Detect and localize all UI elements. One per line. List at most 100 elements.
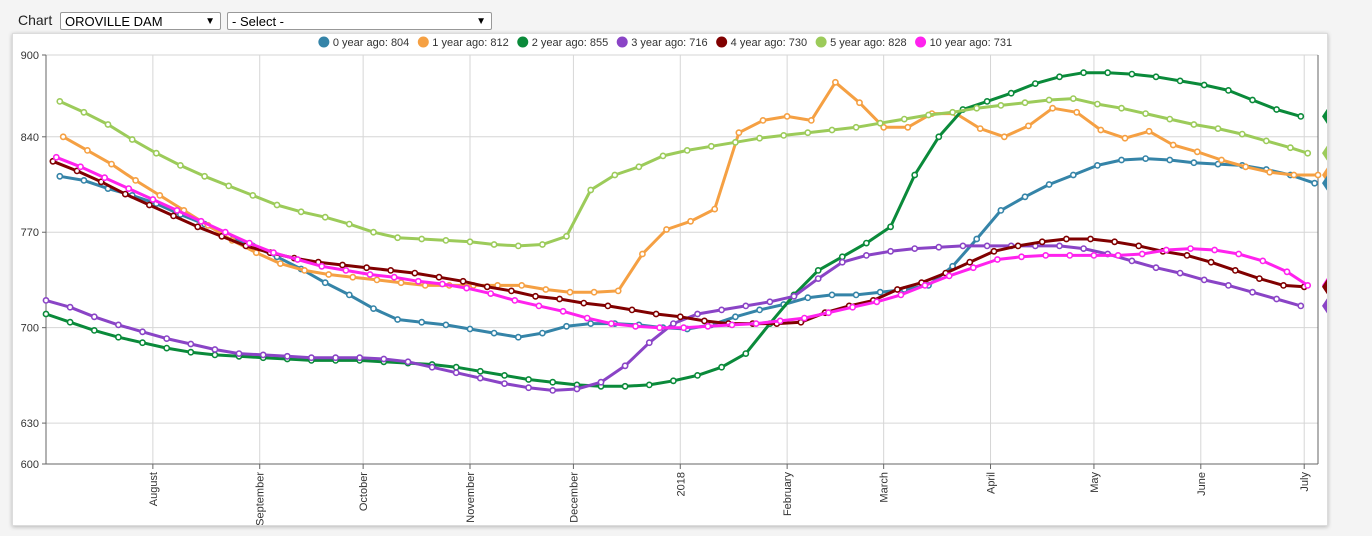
- data-point: [1225, 87, 1232, 94]
- data-point: [732, 313, 739, 321]
- data-point: [1183, 251, 1191, 259]
- data-point: [1166, 156, 1174, 164]
- data-point: [535, 302, 543, 310]
- data-point: [356, 354, 364, 362]
- data-point: [373, 276, 381, 284]
- data-point: [1218, 156, 1225, 164]
- data-point: [921, 281, 929, 289]
- data-point: [1256, 275, 1263, 282]
- legend-label: 10 year ago: 731: [930, 37, 1013, 49]
- data-point: [563, 232, 570, 240]
- data-point: [645, 381, 653, 389]
- data-point: [1176, 77, 1184, 85]
- data-point: [814, 266, 822, 274]
- data-point: [759, 117, 767, 124]
- data-point: [683, 147, 691, 154]
- data-point: [1056, 242, 1063, 250]
- data-point: [466, 325, 474, 333]
- data-point: [366, 271, 374, 278]
- data-point: [1225, 281, 1232, 289]
- data-point: [59, 133, 67, 141]
- data-point: [318, 262, 326, 270]
- y-tick-label: 630: [21, 418, 39, 430]
- value-badge: 828: [1322, 145, 1327, 161]
- data-point: [887, 247, 894, 255]
- data-point: [1287, 144, 1294, 152]
- data-point: [973, 235, 981, 243]
- data-point: [1297, 302, 1305, 310]
- data-point: [604, 302, 612, 310]
- data-point: [397, 279, 405, 287]
- data-point: [56, 98, 64, 105]
- data-point: [628, 306, 636, 314]
- data-point: [84, 147, 91, 154]
- data-point: [807, 117, 815, 124]
- data-point: [345, 220, 353, 228]
- data-point: [1176, 269, 1184, 277]
- data-point: [90, 313, 98, 321]
- metric-select[interactable]: - Select - ▼: [227, 12, 492, 30]
- x-tick-label: September: [255, 472, 267, 525]
- data-point: [418, 318, 426, 326]
- data-point: [1080, 245, 1087, 252]
- data-point: [104, 121, 112, 128]
- data-point: [935, 133, 943, 141]
- y-tick-label: 600: [21, 459, 39, 471]
- data-point: [1190, 159, 1198, 167]
- data-point: [1135, 242, 1143, 250]
- data-point: [1042, 251, 1050, 259]
- data-point: [1038, 238, 1046, 246]
- data-point: [549, 378, 557, 386]
- data-point: [863, 239, 870, 247]
- data-point: [1152, 264, 1160, 272]
- data-point: [1200, 276, 1208, 284]
- data-point: [735, 129, 743, 137]
- data-point: [973, 104, 981, 112]
- value-badge-shape: [1322, 175, 1327, 191]
- data-point: [911, 245, 919, 252]
- data-point: [732, 138, 739, 146]
- data-point: [442, 236, 450, 244]
- data-point: [997, 102, 1005, 109]
- data-point: [483, 283, 491, 291]
- data-point: [149, 196, 157, 203]
- legend-label: 5 year ago: 828: [830, 37, 906, 49]
- data-point: [321, 279, 329, 287]
- toolbar: Chart OROVILLE DAM ▼ - Select - ▼: [0, 0, 1372, 34]
- data-point: [1000, 133, 1008, 141]
- data-point: [1304, 281, 1312, 289]
- value-badge-shape: [1322, 108, 1327, 124]
- data-point: [1211, 246, 1218, 254]
- data-point: [476, 374, 484, 382]
- data-point: [1214, 160, 1222, 168]
- data-point: [125, 185, 133, 192]
- data-point: [590, 288, 598, 296]
- data-point: [259, 351, 267, 359]
- data-point: [1249, 288, 1256, 296]
- data-point: [525, 384, 532, 392]
- legend-swatch: [815, 36, 827, 48]
- x-tick-label: April: [986, 472, 998, 494]
- data-point: [152, 149, 160, 157]
- series-5: [56, 95, 1312, 250]
- data-point: [339, 261, 346, 269]
- data-point: [270, 249, 277, 257]
- data-point: [1097, 126, 1105, 134]
- dropdown-arrow-icon: ▼: [476, 16, 486, 27]
- data-point: [97, 178, 105, 186]
- data-point: [66, 303, 74, 311]
- legend-swatch: [318, 36, 330, 48]
- data-point: [1266, 168, 1274, 176]
- line-chart: 600 630 700 770 840 900 August September October…: [21, 36, 1327, 525]
- data-point: [828, 291, 836, 299]
- data-point: [1142, 110, 1149, 117]
- data-point: [518, 281, 526, 289]
- site-select[interactable]: OROVILLE DAM ▼: [60, 12, 221, 30]
- x-tick-label: August: [148, 472, 160, 506]
- data-point: [1280, 281, 1287, 289]
- y-tick-label: 770: [21, 227, 39, 239]
- data-point: [42, 310, 50, 318]
- data-point: [670, 377, 677, 385]
- data-point: [511, 296, 519, 304]
- data-point: [187, 348, 195, 356]
